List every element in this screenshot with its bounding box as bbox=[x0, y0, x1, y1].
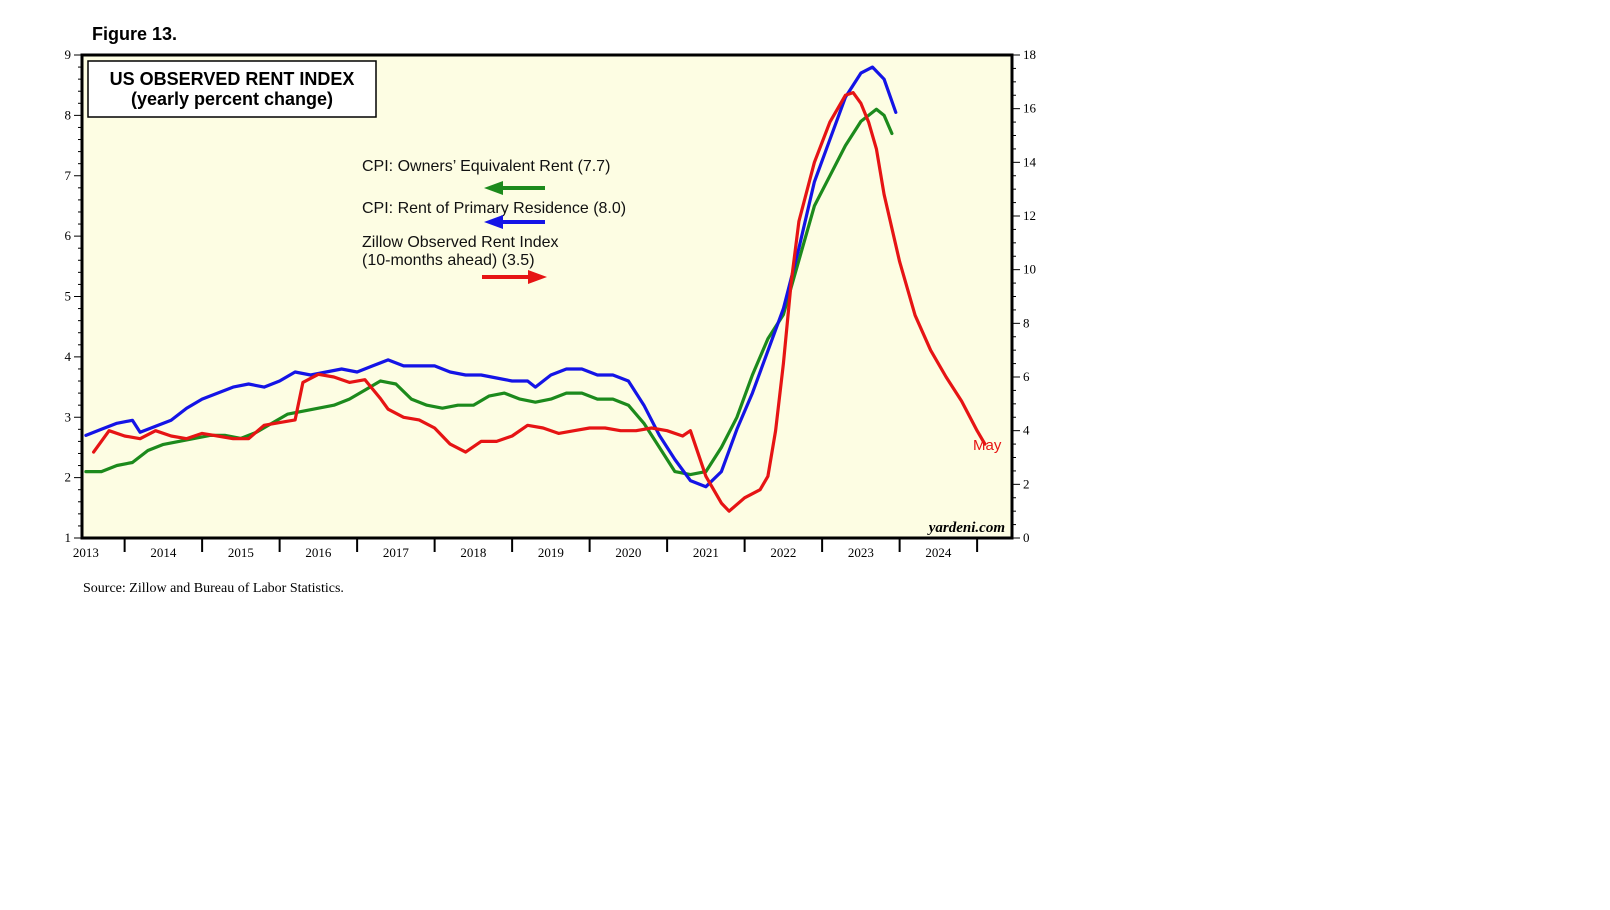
y-left-tick-label: 4 bbox=[65, 349, 72, 364]
y-right-tick-label: 4 bbox=[1023, 423, 1030, 438]
y-right-tick-label: 8 bbox=[1023, 315, 1030, 330]
x-axis: 2013 2014 2015 2016 2017 2018 2019 2020 2021 2022… bbox=[73, 538, 979, 560]
chart-subtitle: (yearly percent change) bbox=[131, 89, 333, 109]
x-tick-label: 2021 bbox=[693, 545, 719, 560]
y-right-tick-label: 12 bbox=[1023, 208, 1036, 223]
x-tick-label: 2018 bbox=[460, 545, 486, 560]
legend-arrow-zillow bbox=[482, 270, 547, 284]
figure-label: Figure 13. bbox=[92, 24, 178, 44]
plot-frame bbox=[80, 53, 1014, 540]
y-axis-right: 0 2 4 6 8 10 12 14 16 18 bbox=[1012, 47, 1037, 545]
x-tick-label: 2013 bbox=[73, 545, 99, 560]
y-right-tick-label: 16 bbox=[1023, 101, 1037, 116]
watermark-brand: yardeni.com bbox=[927, 520, 1005, 536]
series-line-1 bbox=[84, 65, 898, 489]
chart-title: US OBSERVED RENT INDEX bbox=[110, 69, 355, 89]
x-tick-label: 2017 bbox=[383, 545, 410, 560]
y-right-tick-label: 2 bbox=[1023, 476, 1030, 491]
legend-entry-oer: CPI: Owners’ Equivalent Rent (7.7) bbox=[362, 158, 610, 175]
y-right-tick-label: 10 bbox=[1023, 262, 1036, 277]
series-end-label: May bbox=[973, 437, 1002, 454]
legend: CPI: Owners’ Equivalent Rent (7.7) CPI: … bbox=[362, 158, 626, 284]
source-note: Source: Zillow and Bureau of Labor Stati… bbox=[83, 581, 344, 596]
y-right-tick-label: 0 bbox=[1023, 530, 1030, 545]
x-tick-label: 2020 bbox=[615, 545, 641, 560]
legend-entry-zillow-line2: (10-months ahead) (3.5) bbox=[362, 252, 535, 269]
legend-arrow-rent-primary bbox=[484, 215, 545, 229]
y-left-tick-label: 8 bbox=[65, 107, 72, 122]
x-tick-label: 2024 bbox=[925, 545, 952, 560]
y-left-tick-label: 2 bbox=[65, 470, 72, 485]
y-right-tick-label: 18 bbox=[1023, 47, 1036, 62]
y-left-tick-label: 1 bbox=[65, 530, 72, 545]
series-line-2 bbox=[92, 91, 987, 513]
y-left-tick-label: 6 bbox=[65, 228, 72, 243]
series-layer bbox=[84, 65, 987, 513]
plot-area bbox=[82, 55, 1012, 538]
x-tick-label: 2022 bbox=[770, 545, 796, 560]
legend-entry-rent-primary: CPI: Rent of Primary Residence (8.0) bbox=[362, 200, 626, 217]
y-right-tick-label: 14 bbox=[1023, 154, 1037, 169]
x-tick-label: 2014 bbox=[150, 545, 177, 560]
x-tick-label: 2019 bbox=[538, 545, 564, 560]
x-tick-label: 2015 bbox=[228, 545, 254, 560]
legend-arrow-oer bbox=[484, 181, 545, 195]
legend-entry-zillow-line1: Zillow Observed Rent Index bbox=[362, 234, 559, 251]
y-left-tick-label: 3 bbox=[65, 409, 72, 424]
y-left-tick-label: 7 bbox=[65, 168, 72, 183]
y-left-tick-label: 5 bbox=[65, 289, 72, 304]
x-tick-label: 2023 bbox=[848, 545, 874, 560]
title-box: US OBSERVED RENT INDEX (yearly percent c… bbox=[87, 60, 377, 118]
y-left-tick-label: 9 bbox=[65, 47, 72, 62]
x-tick-label: 2016 bbox=[305, 545, 332, 560]
y-axis-left: 1 2 3 4 5 6 7 8 9 bbox=[65, 47, 82, 545]
y-right-tick-label: 6 bbox=[1023, 369, 1030, 384]
